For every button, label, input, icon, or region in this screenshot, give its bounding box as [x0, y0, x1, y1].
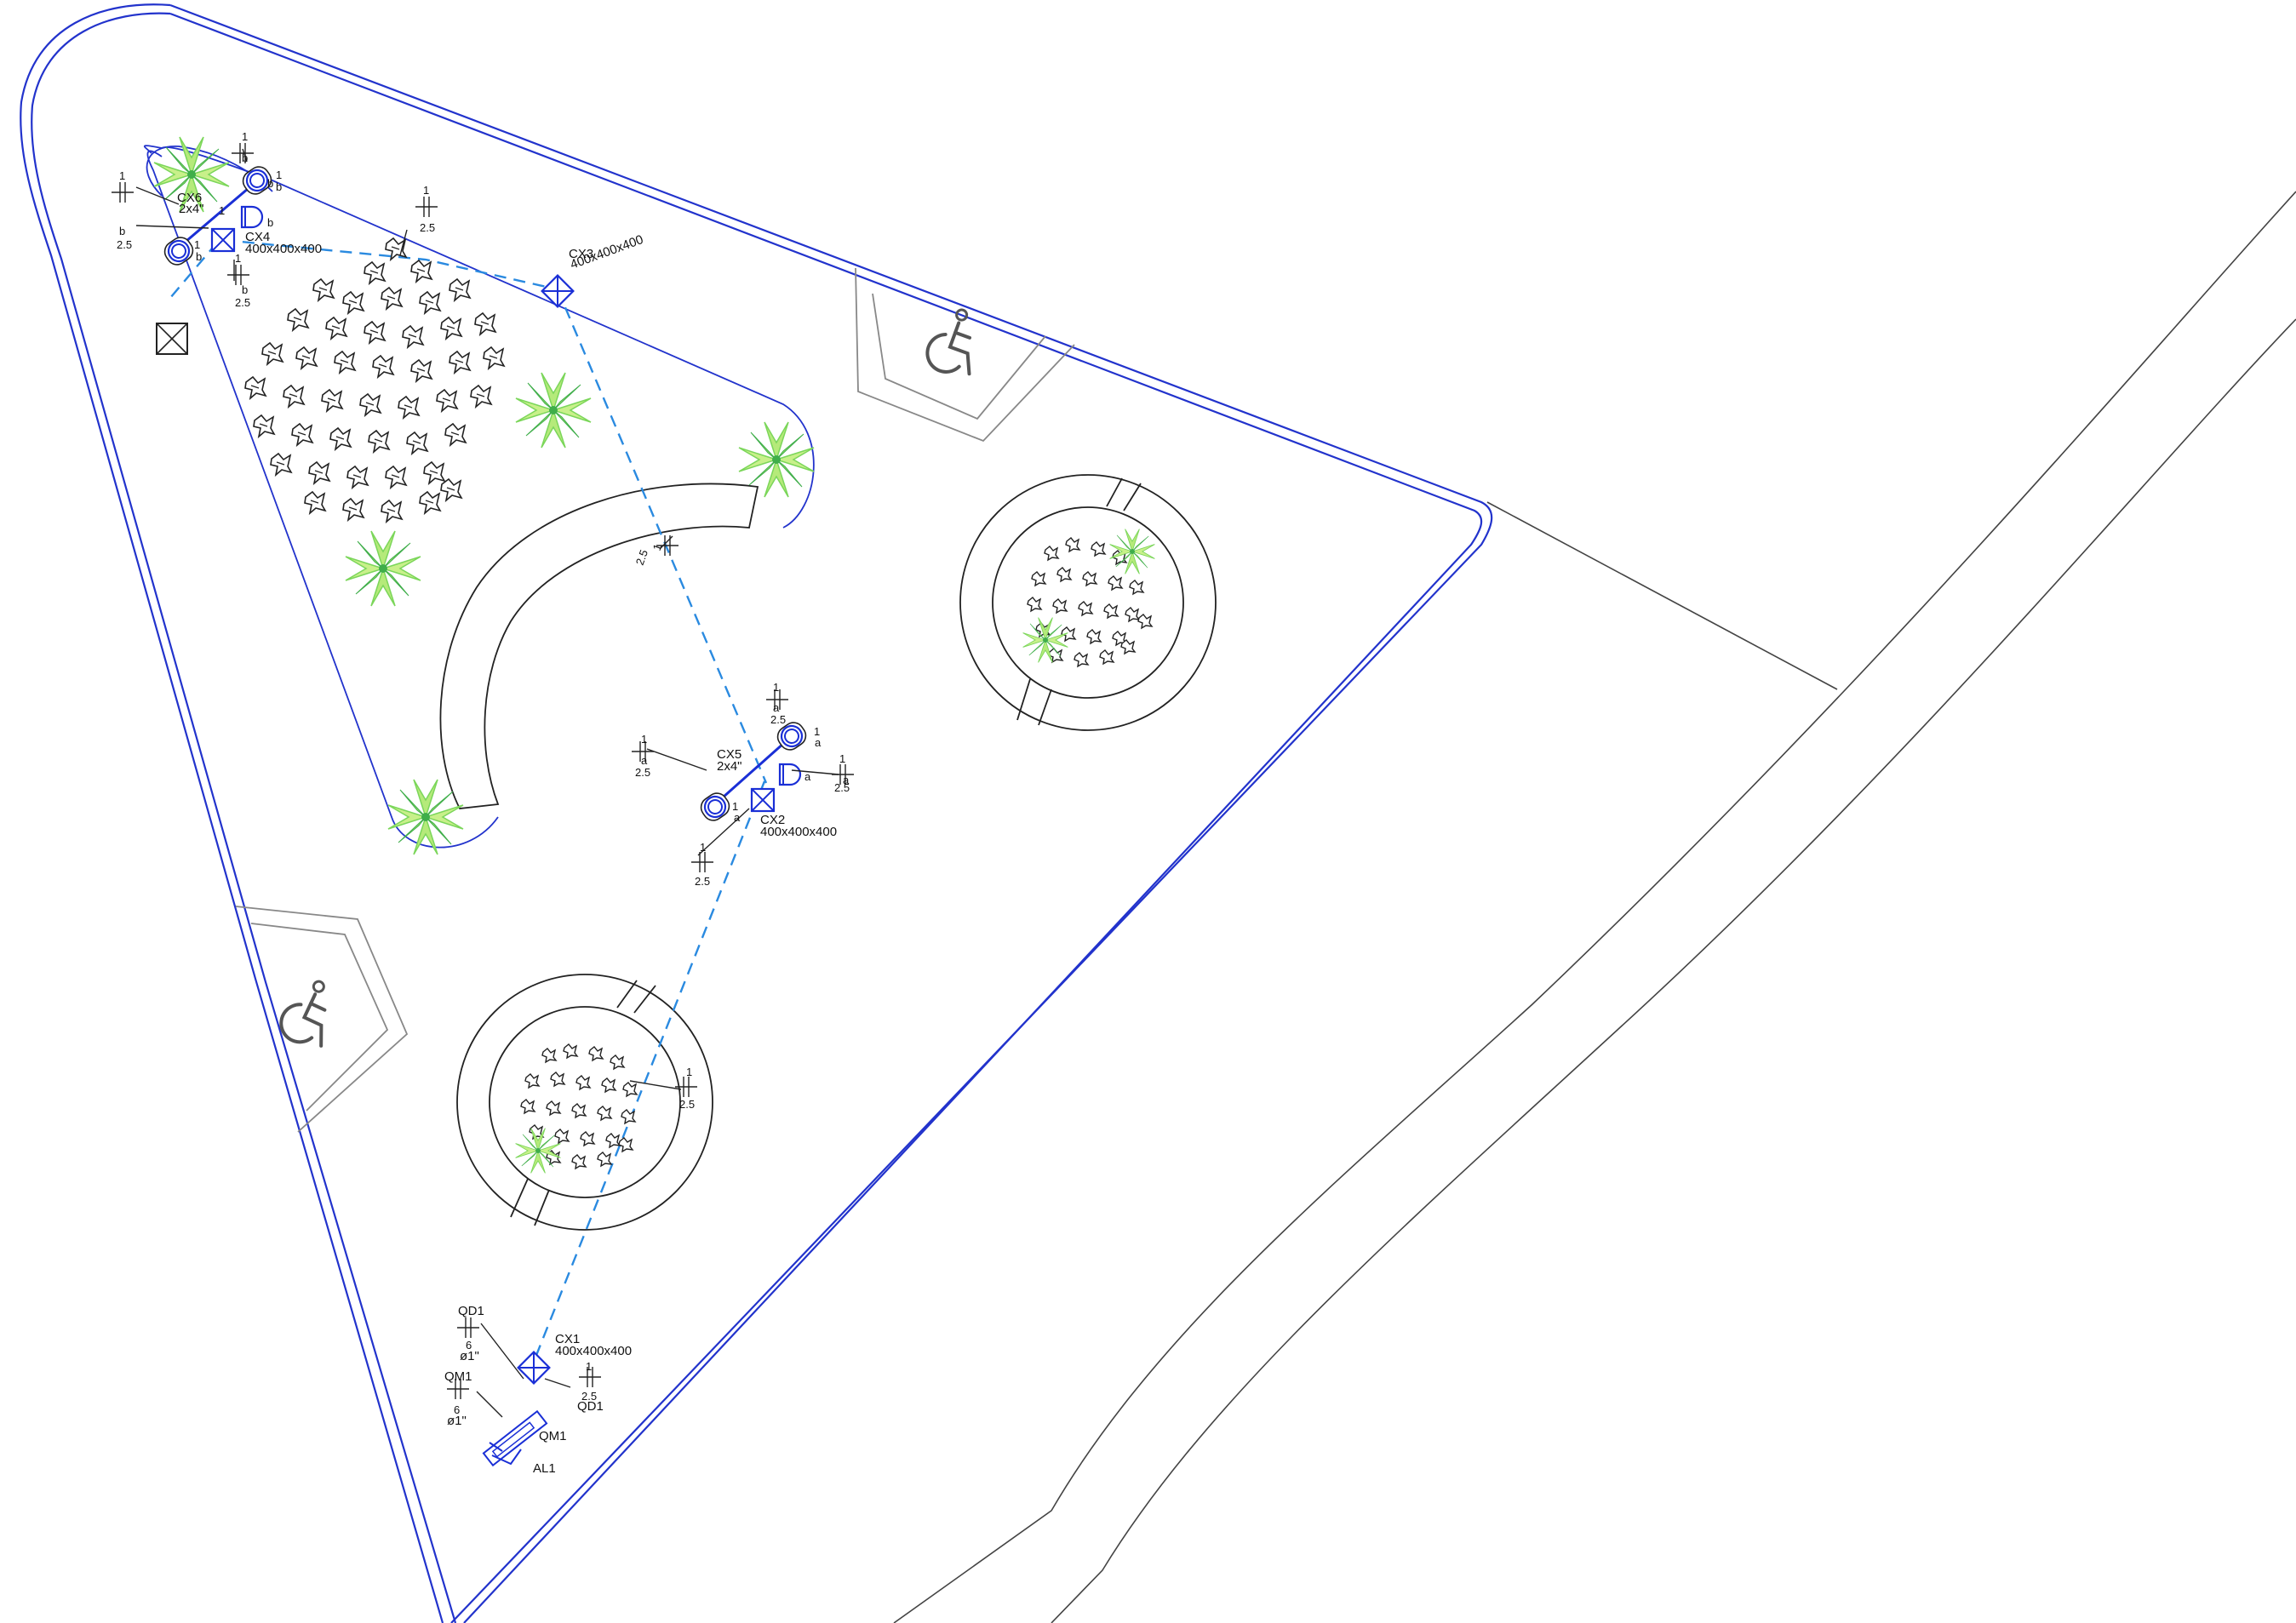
- label-cx4: CX4: [245, 230, 270, 244]
- svg-text:b: b: [267, 216, 273, 229]
- junction-box-icon: [541, 274, 575, 308]
- label-qm1-left-dia: ø1": [447, 1414, 467, 1428]
- svg-text:2.5: 2.5: [235, 296, 250, 309]
- svg-text:a: a: [641, 754, 648, 767]
- circuit-tag: 1: [586, 1360, 592, 1373]
- palm-plant-icon: [1022, 617, 1068, 663]
- cable-route: [169, 238, 768, 1367]
- equipment-group-top: [159, 162, 575, 308]
- leader-lines: [135, 148, 839, 1418]
- label-qd1-top: QD1: [458, 1304, 484, 1318]
- circuit-tag: 1 a 2.5: [770, 681, 786, 726]
- label-cx2-size: 400x400x400: [760, 825, 837, 839]
- svg-text:1: 1: [194, 238, 200, 251]
- svg-text:1: 1: [276, 169, 282, 181]
- svg-text:a: a: [843, 774, 850, 786]
- svg-text:2.5: 2.5: [695, 875, 710, 888]
- svg-text:1: 1: [686, 1066, 692, 1078]
- label-cx5-pipe: 2x4": [717, 759, 742, 774]
- svg-text:1: 1: [235, 252, 241, 265]
- label-qm1-panel: QM1: [539, 1429, 567, 1443]
- svg-text:2.5: 2.5: [633, 548, 650, 567]
- floodlight-icon: [240, 205, 264, 229]
- svg-text:1: 1: [839, 752, 845, 765]
- svg-text:1: 1: [641, 733, 647, 746]
- wheelchair-icon: [920, 301, 991, 383]
- svg-text:b: b: [267, 177, 273, 190]
- label-qd1-top-dia: ø1": [460, 1349, 479, 1363]
- svg-text:a: a: [734, 811, 741, 824]
- label-qd1-right-value: 2.5: [581, 1390, 597, 1403]
- svg-text:1: 1: [700, 841, 706, 854]
- svg-text:1: 1: [773, 681, 779, 694]
- svg-text:b: b: [242, 151, 248, 164]
- label-al1: AL1: [533, 1461, 556, 1476]
- junction-box-icon: [750, 787, 776, 813]
- label-qd1-right: QD1: [577, 1399, 604, 1414]
- circuit-tag: 1 b 2.5: [117, 169, 132, 251]
- label-cx3: CX3: [569, 247, 593, 261]
- junction-box-icon: [210, 227, 236, 253]
- curved-bench: [439, 483, 759, 809]
- equipment-group-bottom: [482, 1351, 551, 1467]
- svg-text:1: 1: [814, 725, 820, 738]
- svg-text:2.5: 2.5: [635, 766, 650, 779]
- svg-text:2.5: 2.5: [679, 1098, 695, 1111]
- circuit-tag: 1 b: [242, 130, 248, 164]
- circuit-tag: 1 a 2.5: [834, 752, 850, 794]
- svg-text:a: a: [773, 701, 780, 714]
- label-cx4-size: 400x400x400: [245, 242, 322, 256]
- circuit-tag: 1 a 2.5: [635, 733, 650, 779]
- circular-planter-bottom: [456, 974, 713, 1231]
- fixture-tags: 1 b 1 b 1 a a 1 a: [194, 177, 822, 824]
- label-cx1: CX1: [555, 1332, 580, 1346]
- plaza-boundary: [20, 3, 1493, 1623]
- svg-text:b: b: [242, 283, 248, 296]
- circuit-tag: 1 2.5: [679, 1066, 695, 1111]
- svg-text:1: 1: [242, 130, 248, 143]
- parking-stall-left: [235, 906, 409, 1133]
- shrub-cluster-main: [244, 237, 505, 523]
- label-qm1-left: QM1: [444, 1369, 472, 1384]
- palm-plant-icon: [345, 530, 421, 607]
- floodlight-icon: [159, 232, 198, 270]
- svg-text:a: a: [815, 736, 822, 749]
- svg-text:2.5: 2.5: [834, 781, 850, 794]
- label-cx1-size: 400x400x400: [555, 1344, 632, 1358]
- road-edges: [893, 191, 2296, 1623]
- svg-text:b: b: [276, 180, 282, 193]
- svg-text:1: 1: [219, 204, 225, 217]
- svg-text:b: b: [196, 250, 202, 263]
- wheelchair-icon: [273, 971, 347, 1054]
- equipment-group-middle: [696, 717, 811, 826]
- circuit-tag: 1 b 2.5: [235, 252, 250, 309]
- circuit-tag: 1 b: [276, 169, 282, 193]
- circuit-tag: 1 2.5: [633, 542, 665, 567]
- svg-text:2.5: 2.5: [420, 221, 435, 234]
- svg-text:1: 1: [586, 1360, 592, 1373]
- svg-text:b: b: [119, 225, 125, 237]
- svg-text:1: 1: [119, 169, 125, 182]
- svg-text:1: 1: [650, 542, 665, 552]
- junction-box-icon: [156, 323, 188, 355]
- svg-text:a: a: [804, 770, 811, 783]
- circuit-tag: 1 2.5: [695, 841, 710, 888]
- svg-text:2.5: 2.5: [770, 713, 786, 726]
- label-cx5: CX5: [717, 747, 741, 762]
- label-qd1-top-count: 6: [466, 1339, 472, 1352]
- palm-plant-icon: [515, 372, 592, 449]
- circular-planter-right: [959, 474, 1217, 731]
- circuit-tag: 1 2.5: [420, 184, 435, 234]
- parking-stall-top: [855, 267, 1075, 443]
- circuit-tag: b: [267, 216, 273, 229]
- svg-text:2.5: 2.5: [117, 238, 132, 251]
- label-cx6-pipe: 2x4": [179, 202, 204, 216]
- svg-text:1: 1: [732, 800, 738, 813]
- label-cx6: CX6: [177, 191, 202, 205]
- svg-text:1: 1: [423, 184, 429, 197]
- label-cx2: CX2: [760, 813, 785, 827]
- floodlight-icon: [778, 763, 802, 786]
- label-qm1-left-count: 6: [454, 1403, 460, 1416]
